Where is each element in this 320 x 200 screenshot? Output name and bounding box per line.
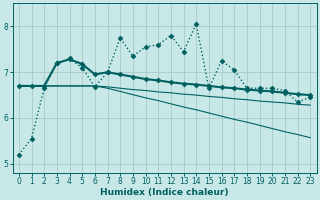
X-axis label: Humidex (Indice chaleur): Humidex (Indice chaleur) xyxy=(100,188,229,197)
